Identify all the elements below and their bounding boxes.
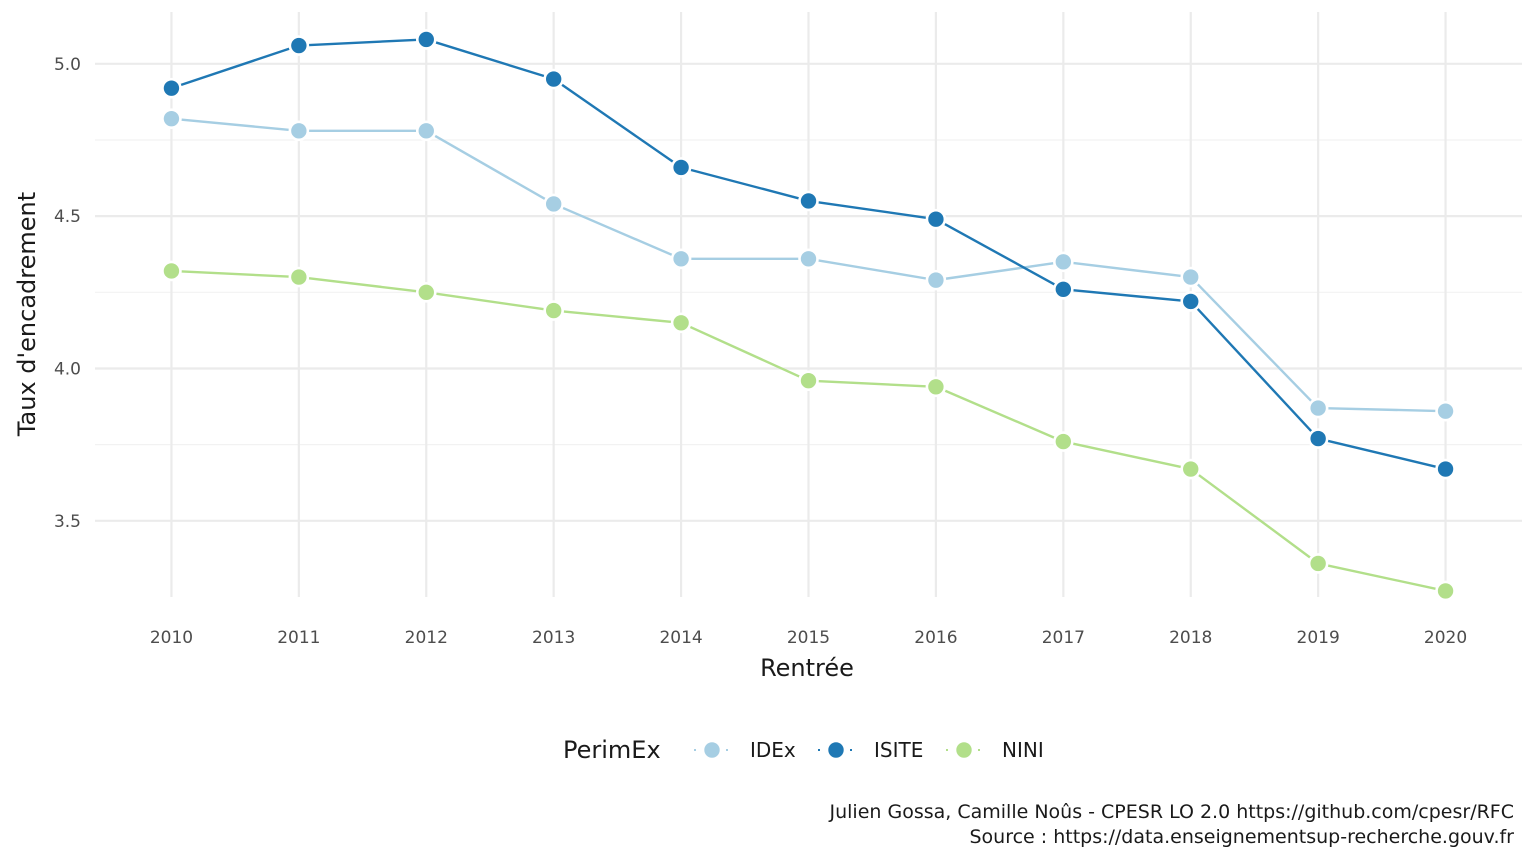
series-nini xyxy=(161,260,1456,602)
data-point xyxy=(415,120,437,142)
series-idex xyxy=(161,108,1456,422)
x-tick-label: 2016 xyxy=(914,628,957,648)
data-point xyxy=(1307,428,1329,449)
caption-source: Source : https://data.enseignementsup-re… xyxy=(969,826,1514,848)
data-point xyxy=(798,370,819,391)
data-point xyxy=(543,193,564,215)
legend-key-point xyxy=(953,739,975,761)
data-point xyxy=(1053,278,1074,300)
data-point xyxy=(415,282,437,303)
y-axis-ticks: 3.5 4.0 4.5 5.0 xyxy=(54,55,81,532)
caption: Julien Gossa, Camille Noûs - CPESR LO 2.… xyxy=(829,801,1515,848)
data-point xyxy=(798,190,819,212)
x-axis-title: Rentrée xyxy=(760,654,854,682)
y-tick-label: 4.5 xyxy=(54,207,81,227)
data-point xyxy=(1180,291,1202,312)
data-point xyxy=(1307,397,1329,419)
data-point xyxy=(161,108,182,129)
data-point xyxy=(1180,266,1202,288)
data-point xyxy=(1435,580,1456,602)
caption-credits: Julien Gossa, Camille Noûs - CPESR LO 2.… xyxy=(829,801,1515,823)
legend-label: IDEx xyxy=(750,738,796,762)
data-point xyxy=(798,248,819,270)
data-point xyxy=(670,312,692,334)
data-point xyxy=(543,300,564,321)
data-point xyxy=(288,35,310,56)
legend-items: IDEx ISITE NINI xyxy=(694,738,1044,762)
data-point xyxy=(161,77,182,99)
x-tick-label: 2011 xyxy=(277,628,320,648)
data-point xyxy=(288,120,310,142)
data-point xyxy=(1053,251,1074,273)
legend: PerimEx IDEx ISITE NINI xyxy=(563,736,1044,764)
data-point xyxy=(415,29,437,50)
x-tick-label: 2012 xyxy=(405,628,448,648)
x-tick-label: 2018 xyxy=(1169,628,1212,648)
x-tick-label: 2013 xyxy=(532,628,575,648)
data-point xyxy=(925,269,947,291)
legend-item-idex: IDEx xyxy=(694,738,796,762)
data-point xyxy=(1180,458,1202,480)
grid-lines xyxy=(95,12,1522,597)
legend-item-isite: ISITE xyxy=(818,738,923,762)
x-tick-label: 2017 xyxy=(1042,628,1085,648)
legend-label: ISITE xyxy=(874,738,923,762)
legend-key-point xyxy=(701,739,723,761)
x-tick-label: 2019 xyxy=(1297,628,1340,648)
legend-title: PerimEx xyxy=(563,736,661,764)
legend-key-point xyxy=(825,739,847,761)
x-tick-label: 2010 xyxy=(150,628,193,648)
data-series xyxy=(161,29,1456,602)
data-point xyxy=(1307,553,1329,574)
y-axis-title: Taux d'encadrement xyxy=(13,192,41,437)
data-point xyxy=(288,266,310,288)
data-point xyxy=(1435,458,1456,480)
data-point xyxy=(1053,431,1074,452)
series-isite xyxy=(161,29,1456,480)
data-point xyxy=(925,208,947,230)
x-tick-label: 2020 xyxy=(1424,628,1467,648)
y-tick-label: 4.0 xyxy=(54,359,81,379)
y-tick-label: 3.5 xyxy=(54,512,81,532)
data-point xyxy=(161,260,182,282)
legend-item-nini: NINI xyxy=(946,738,1044,762)
data-point xyxy=(1435,400,1456,422)
x-axis-ticks: 2010 2011 2012 2013 2014 2015 2016 2017 2018 2019… xyxy=(150,628,1467,648)
data-point xyxy=(543,68,564,90)
x-tick-label: 2014 xyxy=(659,628,702,648)
data-point xyxy=(670,248,692,270)
y-tick-label: 5.0 xyxy=(54,55,81,75)
data-point xyxy=(925,376,947,398)
data-point xyxy=(670,157,692,178)
legend-label: NINI xyxy=(1002,738,1044,762)
x-tick-label: 2015 xyxy=(787,628,830,648)
